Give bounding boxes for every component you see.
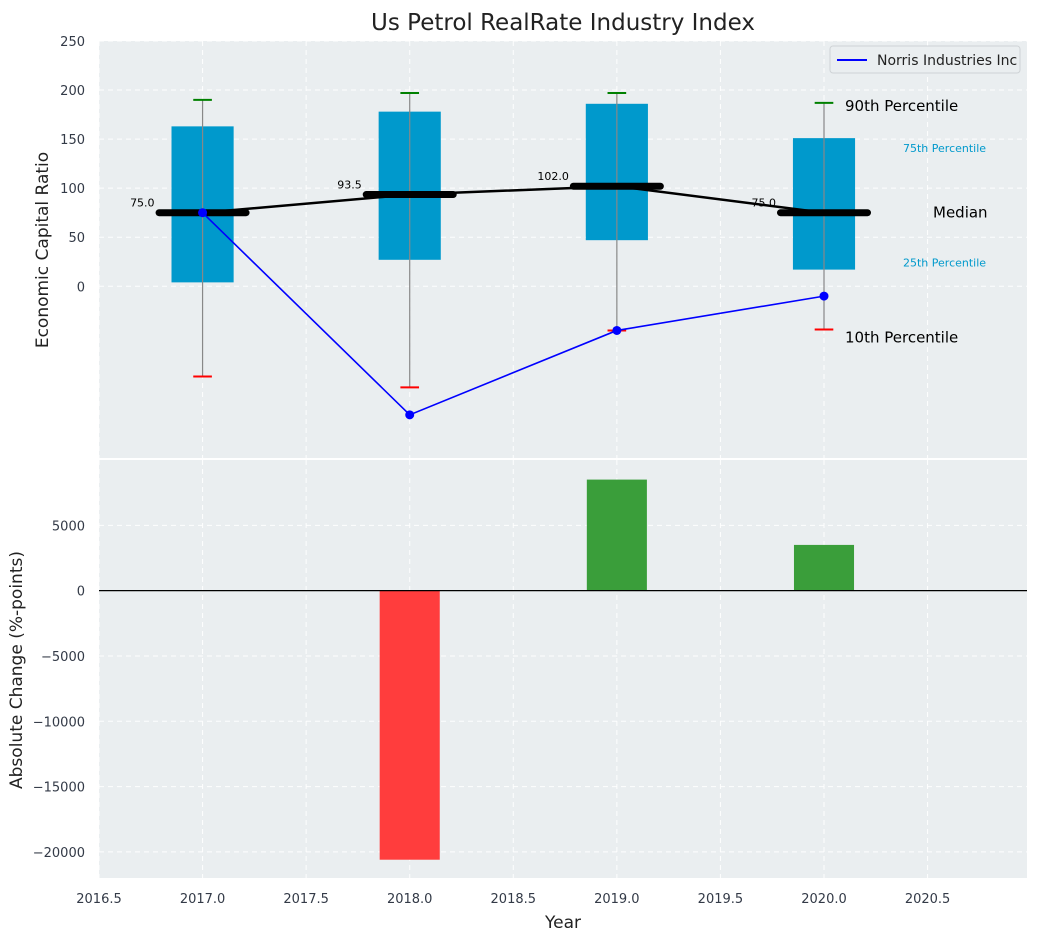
company-line [202,212,825,416]
x-tick-label: 2018.5 [491,892,537,907]
bottom-y-tick-label: −10000 [33,715,85,730]
legend-label: Norris Industries Inc [877,53,1017,69]
annotation-75th: 75th Percentile [903,142,986,155]
company-point [819,291,829,301]
chart-title: Us Petrol RealRate Industry Index [371,10,755,36]
x-tick-label: 2020.5 [905,892,951,907]
median-value-label: 75.0 [130,197,155,210]
box-plot-panel: 0 50 100 150 200 250 75.0 93.5 102.0 75.0 90th Per… [60,35,1027,458]
x-tick-label: 2019.5 [698,892,744,907]
x-tick-label: 2018.0 [387,892,433,907]
legend-frame [829,45,1021,74]
median-value-label: 102.0 [537,170,569,183]
x-axis-label: Year [544,913,581,933]
change-bar [586,479,647,591]
median-value-label: 93.5 [337,179,362,192]
change-bar [793,544,855,591]
top-y-tick-label: 250 [60,35,85,50]
x-tick-label: 2017.5 [283,892,329,907]
company-point [198,208,208,218]
bottom-y-tick-label: 0 [77,585,85,600]
annotation-median: Median [933,204,988,222]
change-bar-panel: 2016.5 2017.0 2017.5 2018.0 2018.5 2019.0 2019… [33,460,1027,907]
top-y-tick-label: 200 [60,84,85,99]
top-y-tick-label: 50 [68,231,85,246]
x-tick-label: 2017.0 [180,892,226,907]
x-tick-label: 2016.5 [76,892,122,907]
change-bar [379,590,440,860]
annotation-25th: 25th Percentile [903,257,986,270]
x-tick-label: 2019.0 [594,892,640,907]
top-plot-background [99,41,1027,458]
bottom-y-tick-label: 5000 [52,519,85,534]
x-tick-label: 2020.0 [801,892,847,907]
annotation-90th: 90th Percentile [845,97,958,115]
top-y-tick-label: 0 [77,280,85,295]
bottom-y-axis-label: Absolute Change (%-points) [7,551,27,789]
median-trend-line [202,184,825,214]
legend: Norris Industries Inc [829,45,1021,74]
company-point [405,410,415,420]
annotation-10th: 10th Percentile [845,328,958,346]
bottom-plot-background [99,460,1027,878]
top-y-axis-label: Economic Capital Ratio [33,152,53,348]
median-value-label: 75.0 [752,197,777,210]
company-point [612,325,622,335]
top-y-tick-label: 150 [60,133,85,148]
bottom-y-tick-label: −5000 [41,650,85,665]
bottom-y-tick-label: −20000 [33,846,85,861]
bottom-y-tick-label: −15000 [33,781,85,796]
top-y-tick-label: 100 [60,182,85,197]
